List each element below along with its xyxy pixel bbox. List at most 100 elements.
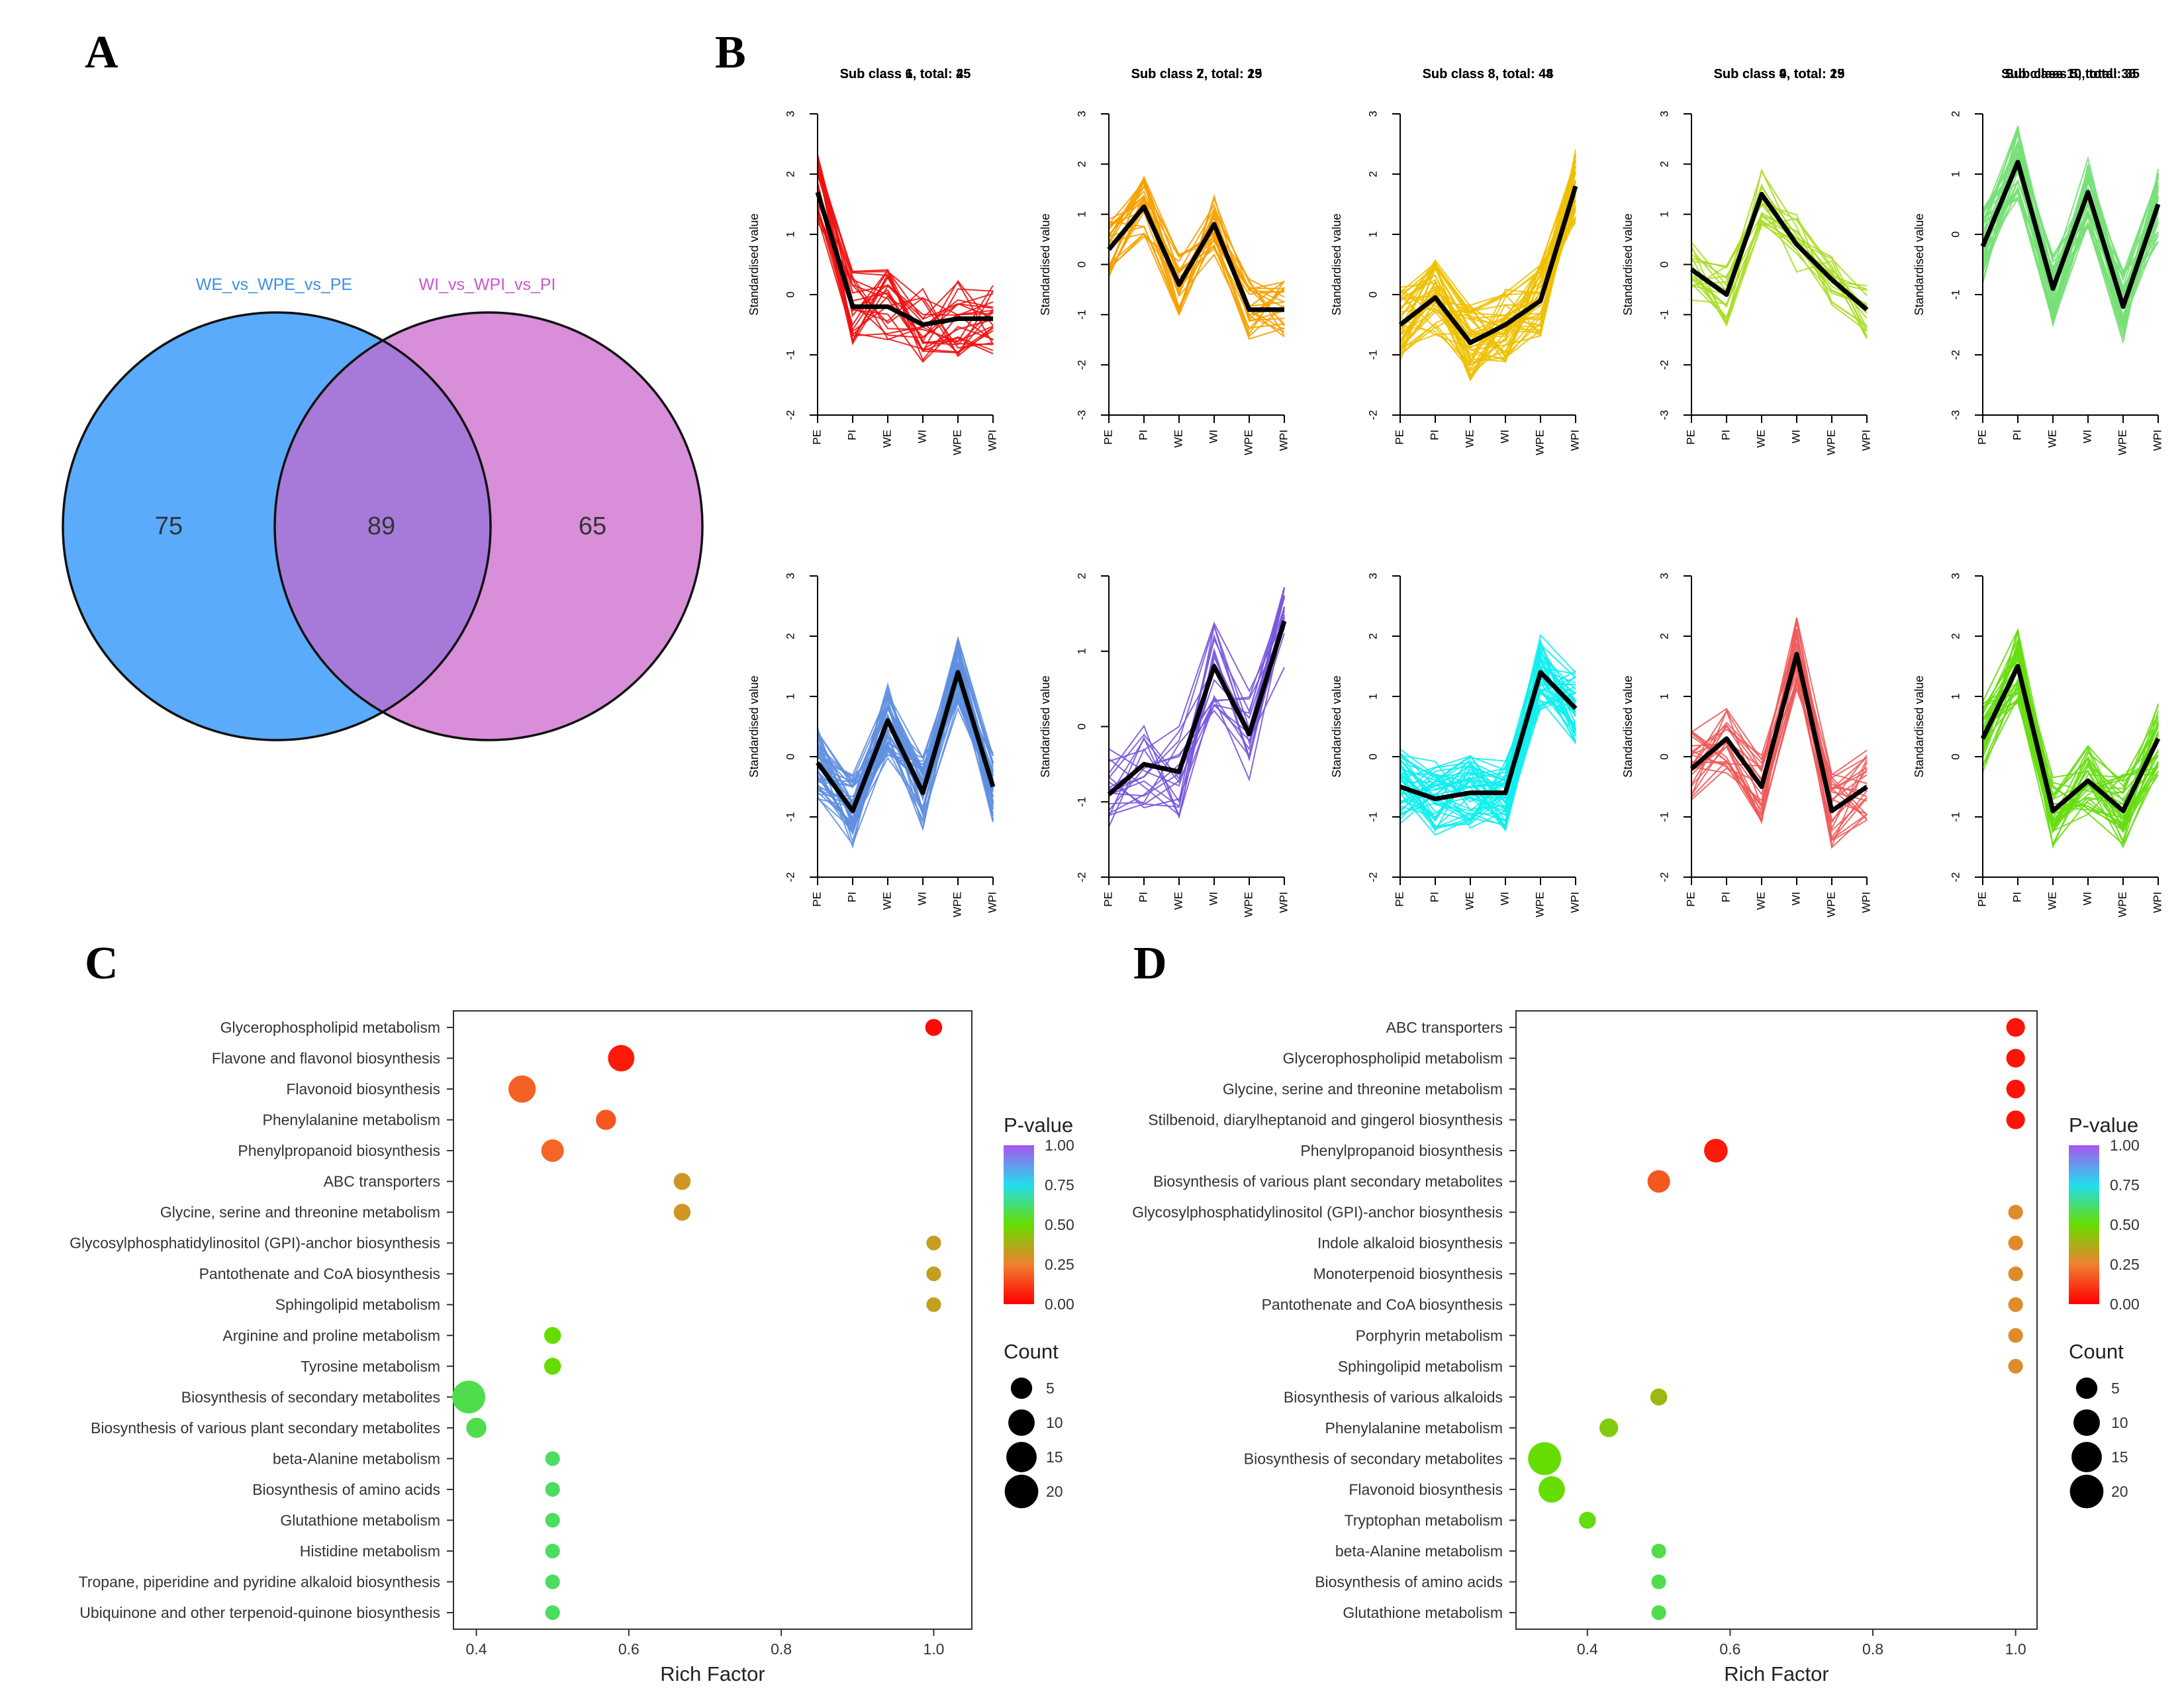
profile-line [1982,696,2159,845]
pathway-dot [2008,1297,2023,1312]
x-tick-label: WPE [1825,892,1837,918]
profile-line [1982,156,2159,305]
y-axis-label: Standardised value [1039,675,1052,777]
pathway-label: beta-Alanine metabolism [273,1450,440,1467]
pathway-dot [2006,1110,2025,1129]
subclass-chart: -2 -1 0 1 2 3 PE PI WE WI WPE WPI Standardised value… [1913,67,2164,918]
count-tick-label: 20 [1046,1483,1063,1500]
y-tick-label: 0 [1658,261,1670,267]
subclass-line-charts: -2 -1 0 1 2 3 PE PI WE WI WPE WPI Standardised value… [747,67,2164,918]
y-tick-label: -3 [1658,410,1670,420]
y-tick-label: -3 [1949,410,1962,420]
y-tick-label: 2 [784,633,796,639]
x-tick-label: WI [2081,892,2093,906]
pvalue-colorbar [1004,1145,1034,1304]
pathway-dot [2008,1328,2023,1343]
x-tick-label: PI [1719,430,1732,440]
y-tick-label: -1 [1366,812,1379,822]
x-tick-label: PE [1393,892,1405,907]
pathway-label: Phenylpropanoid biosynthesis [238,1142,440,1159]
y-tick-label: 2 [1949,633,1962,639]
pathway-label: Biosynthesis of amino acids [1315,1573,1503,1590]
pathway-dot [545,1513,560,1528]
pathway-dot [926,1266,941,1282]
mean-line [1980,664,2161,814]
y-tick-label: -2 [784,410,796,420]
profile-line [1982,641,2159,822]
pvalue-tick-label: 0.75 [1045,1176,1074,1194]
panel-letter-b: B [715,27,746,78]
profile-line [1108,596,1285,798]
x-tick-label: WPI [1860,430,1872,451]
profile-line [1400,165,1576,328]
pathway-dot [926,1235,941,1251]
x-tick-label: WPE [1242,430,1255,455]
pathway-dot [2008,1358,2023,1374]
x-tick-label: PI [1137,430,1149,440]
pathway-dot [1599,1418,1619,1437]
x-tick-label: 0.6 [1719,1640,1740,1658]
profile-line [1108,203,1285,307]
y-tick-label: -2 [1949,872,1962,882]
x-tick-label: WI [2081,430,2093,444]
pvalue-tick-label: 0.25 [1045,1256,1074,1273]
x-tick-label: WPI [1568,892,1581,913]
x-tick-label: 0.8 [1862,1640,1883,1658]
y-tick-label: 1 [1075,648,1088,654]
x-tick-label: PE [1975,430,1988,445]
venn-intersection [274,340,491,712]
pathway-label: Flavonoid biosynthesis [286,1080,440,1098]
y-tick-label: 2 [1658,161,1670,167]
x-tick-label: WPE [1242,892,1255,918]
venn-label-right: WI_vs_WPI_vs_PI [419,275,556,294]
pathway-dot [673,1172,691,1190]
y-tick-label: 1 [1949,171,1962,177]
y-tick-label: 1 [1658,693,1670,699]
pathway-label: Pantothenate and CoA biosynthesis [1262,1296,1503,1313]
y-tick-label: 0 [1366,291,1379,297]
x-tick-label: WPE [2116,430,2128,455]
profile-line [1982,698,2159,847]
profile-line [1400,680,1576,780]
x-tick-label: WE [1463,430,1476,448]
y-tick-label: 1 [1075,211,1088,217]
pvalue-tick-label: 1.00 [2110,1137,2140,1154]
pathway-dot [2008,1235,2023,1251]
x-tick-label: PI [1137,892,1149,902]
y-axis-label: Standardised value [1913,213,1926,315]
y-tick-label: 0 [1658,753,1670,759]
y-tick-label: -2 [1949,350,1962,359]
y-tick-label: 0 [1949,231,1962,237]
x-tick-label: WE [880,892,893,910]
x-tick-label: WI [1207,430,1219,444]
venn-outline-left [62,311,492,741]
pvalue-legend-title: P-value [2069,1113,2138,1137]
pathway-label: Tryptophan metabolism [1345,1511,1503,1529]
y-axis-label: Standardised value [1913,675,1926,777]
profile-line [1108,194,1285,340]
subclass-chart: -2 -1 0 1 2 3 PE PI WE WI WPE WPI Standardised value… [1330,67,1582,455]
profile-line [1691,681,1868,822]
count-legend-dot [2075,1377,2098,1399]
pathway-dot [1651,1605,1666,1621]
pathway-dot [1538,1476,1565,1503]
pathway-label: ABC transporters [324,1173,440,1190]
x-tick-label: WPE [1533,430,1546,455]
x-tick-label: WPE [1533,892,1546,918]
profile-line [1691,214,1868,290]
pathway-label: Indole alkaloid biosynthesis [1317,1235,1503,1252]
count-tick-label: 10 [1046,1414,1063,1431]
pathway-label: Arginine and proline metabolism [222,1327,440,1344]
subclass-title: Sub class 7, total: 19 [1131,67,1262,81]
venn-outline-right [273,311,704,741]
x-tick-label: WE [1754,892,1767,910]
x-tick-label: WE [1463,892,1476,910]
x-tick-label: WPI [1568,430,1581,451]
profile-line [817,169,994,355]
x-tick-label: WPE [951,430,963,455]
profile-line [1400,641,1576,820]
count-legend-title: Count [2069,1340,2124,1363]
profile-line [1691,203,1868,305]
subclass-chart: -2 -1 0 1 2 3 PE PI WE WI WPE WPI Standardised value… [747,67,999,455]
